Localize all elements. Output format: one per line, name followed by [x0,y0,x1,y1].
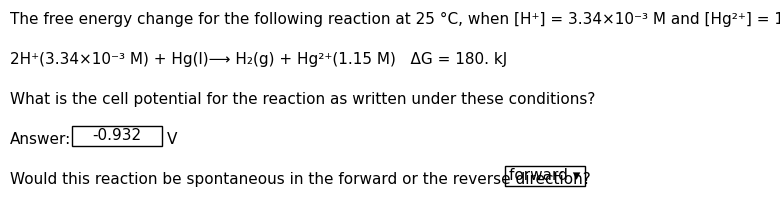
Text: 2H⁺(3.34×10⁻³ M) + Hg(l)⟶ H₂(g) + Hg²⁺(1.15 M)   ΔG = 180. kJ: 2H⁺(3.34×10⁻³ M) + Hg(l)⟶ H₂(g) + Hg²⁺(1… [10,52,507,67]
Text: forward ▾: forward ▾ [509,169,580,184]
Text: Would this reaction be spontaneous in the forward or the reverse direction?: Would this reaction be spontaneous in th… [10,172,590,187]
Text: The free energy change for the following reaction at 25 °C, when [H⁺] = 3.34×10⁻: The free energy change for the following… [10,12,780,27]
Text: Answer:: Answer: [10,132,71,147]
Text: What is the cell potential for the reaction as written under these conditions?: What is the cell potential for the react… [10,92,595,107]
Text: -0.932: -0.932 [93,128,141,144]
Text: V: V [167,132,177,147]
Bar [72,126,162,146]
Bar [505,166,585,186]
